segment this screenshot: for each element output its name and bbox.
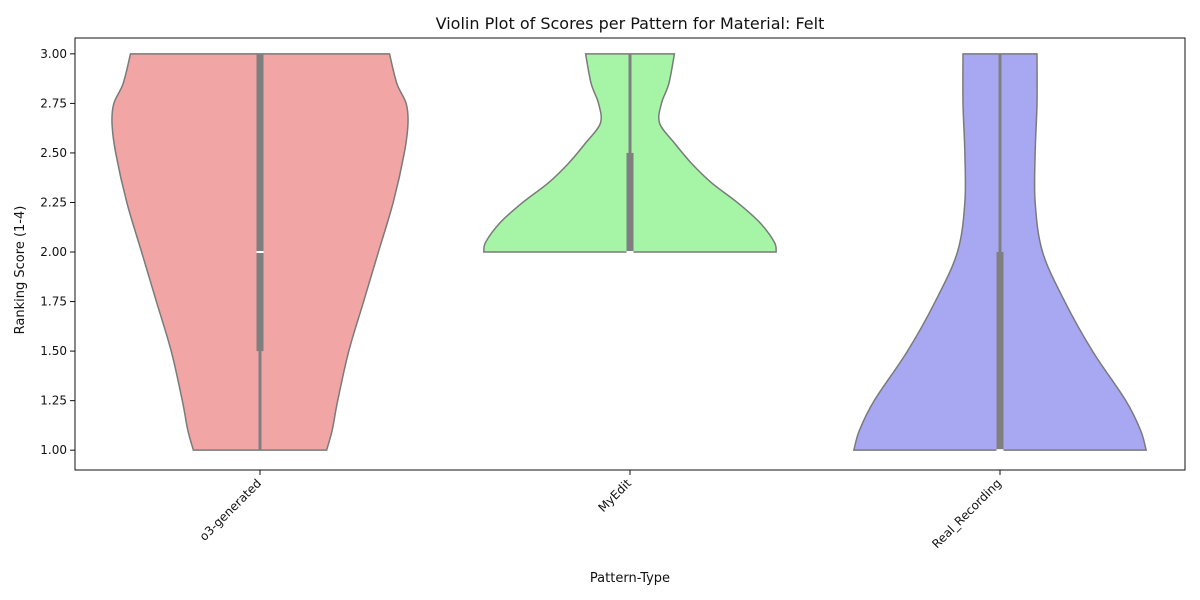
y-tick-label-6: 2.50 <box>40 146 67 160</box>
x-tick-label-0: o3-generated <box>197 476 264 543</box>
iqr-box-Real_Recording <box>996 252 1004 451</box>
x-axis-label: Pattern-Type <box>590 571 670 586</box>
y-tick-label-2: 1.50 <box>40 344 67 358</box>
y-tick-label-3: 1.75 <box>40 295 67 309</box>
chart-title: Violin Plot of Scores per Pattern for Ma… <box>436 14 825 33</box>
y-tick-label-8: 3.00 <box>40 47 67 61</box>
plot-area: 1.00 1.25 1.50 1.75 2.00 2.25 2.50 2.75 3.00 o3-g… <box>40 37 1186 551</box>
y-tick-label-1: 1.25 <box>40 394 67 408</box>
y-tick-label-5: 2.25 <box>40 195 67 209</box>
y-tick-label-4: 2.00 <box>40 245 67 259</box>
y-tick-label-0: 1.00 <box>40 443 67 457</box>
iqr-box-MyEdit <box>626 152 634 253</box>
x-tick-label-1: MyEdit <box>595 476 634 515</box>
iqr-box-o3-generated <box>256 53 264 352</box>
y-tick-label-7: 2.75 <box>40 96 67 110</box>
y-axis-label: Ranking Score (1-4) <box>13 206 28 335</box>
x-tick-label-2: Real_Recording <box>929 476 1004 551</box>
